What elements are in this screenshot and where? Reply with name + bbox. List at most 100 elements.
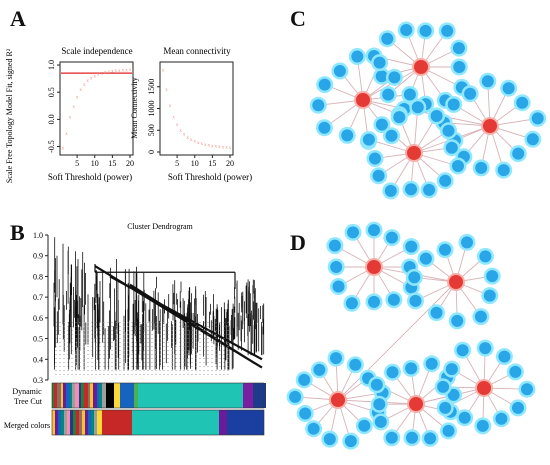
y-tick-label: 1000 [147,101,156,117]
gene-node [349,358,362,371]
gene-node [526,133,539,146]
gene-node [373,398,386,411]
hub-node [407,146,421,160]
gene-node [481,75,494,88]
dendrogram-title: Cluster Dendrogram [127,222,193,231]
data-point: x [193,140,196,145]
data-point: x [122,68,125,73]
gene-node [474,310,487,323]
gene-node [439,243,451,256]
module-color-segment [219,410,227,435]
data-point: x [72,105,75,110]
y-tick-label: 0.6 [33,314,43,323]
data-point: x [201,142,204,147]
data-point: x [86,79,89,84]
mean-connectivity-y-ticks: 0 500 1000 1500 [147,79,160,154]
module-color-segment [75,383,79,408]
data-point: x [222,145,225,150]
dendrogram-y-ticks: 0.3 0.4 0.5 0.6 0.7 0.8 0.9 1.0 [33,231,49,385]
mean-connectivity-chart: Mean connectivity 0 500 1000 1500 5 10 15 20 x… [130,46,252,182]
gene-node [372,169,385,182]
gene-node [388,71,401,84]
data-point: x [83,83,86,88]
module-color-segment [66,383,70,408]
merged-colors-colorbar [51,409,265,436]
gene-node [486,270,499,283]
gene-node [362,133,375,146]
gene-node [375,118,388,131]
module-color-segment [70,383,72,408]
data-point: x [179,129,182,134]
y-tick-label: 0.8 [33,272,43,281]
module-color-segment [112,410,132,435]
data-point: x [225,146,228,151]
mean-connectivity-title: Mean connectivity [163,46,231,56]
gene-node [497,164,510,177]
network-edge [337,281,457,401]
gene-node [373,56,386,69]
gene-node [512,401,524,414]
module-color-segment [57,383,61,408]
gene-node [370,378,383,391]
scale-independence-chart: Scale independence -0.5 0.0 0.5 1.0 5 10 15 20… [5,46,134,183]
module-color-segment [64,410,67,435]
data-point: x [97,73,100,78]
hub-node [409,397,423,411]
gene-node [464,87,477,100]
module-color-segment [88,383,90,408]
data-point: x [169,104,172,109]
module-color-segment [94,410,97,435]
gene-node [430,306,443,319]
module-color-segment [102,383,106,408]
data-point: x [90,77,93,82]
gene-node [458,411,471,424]
gene-node [430,110,443,122]
gene-node [441,24,454,37]
gene-node [439,401,452,414]
network-edge [362,99,491,127]
module-color-segment [55,410,58,435]
gene-node [483,289,496,302]
panel-label-b: B [10,220,25,245]
gene-node [374,415,387,428]
module-color-segment [243,383,253,408]
gene-node [437,380,450,393]
data-point: x [218,145,221,150]
data-point: x [190,138,193,143]
data-point: x [93,74,96,79]
network-c [309,21,547,200]
gene-node [502,82,515,95]
gene-node [382,88,395,101]
data-point: x [183,133,186,138]
gene-node [289,390,302,403]
gene-node [403,88,416,101]
x-tick-label: 10 [191,159,199,168]
data-point: x [65,132,68,137]
module-color-segment [102,410,112,435]
module-color-segment [54,383,57,408]
x-tick-label: 5 [75,159,79,168]
module-color-segment [97,410,102,435]
gene-node [439,174,452,187]
y-tick-label: -0.5 [47,140,56,153]
gene-node [516,96,529,109]
gene-node [509,365,522,378]
gene-node [452,42,465,55]
x-tick-label: 15 [108,159,116,168]
module-color-segment [84,383,88,408]
gene-node [330,261,343,273]
gene-node [479,250,492,263]
hub-node [477,381,491,395]
module-color-segment [61,410,64,435]
gene-node [498,350,511,363]
data-point: x [62,147,65,152]
data-point: x [204,143,207,148]
data-point: x [172,115,175,120]
gene-node [393,111,406,124]
data-point: x [186,136,189,141]
colorbar-frame [51,409,265,436]
data-point: x [111,69,114,74]
y-tick-label: 0.7 [33,293,43,302]
